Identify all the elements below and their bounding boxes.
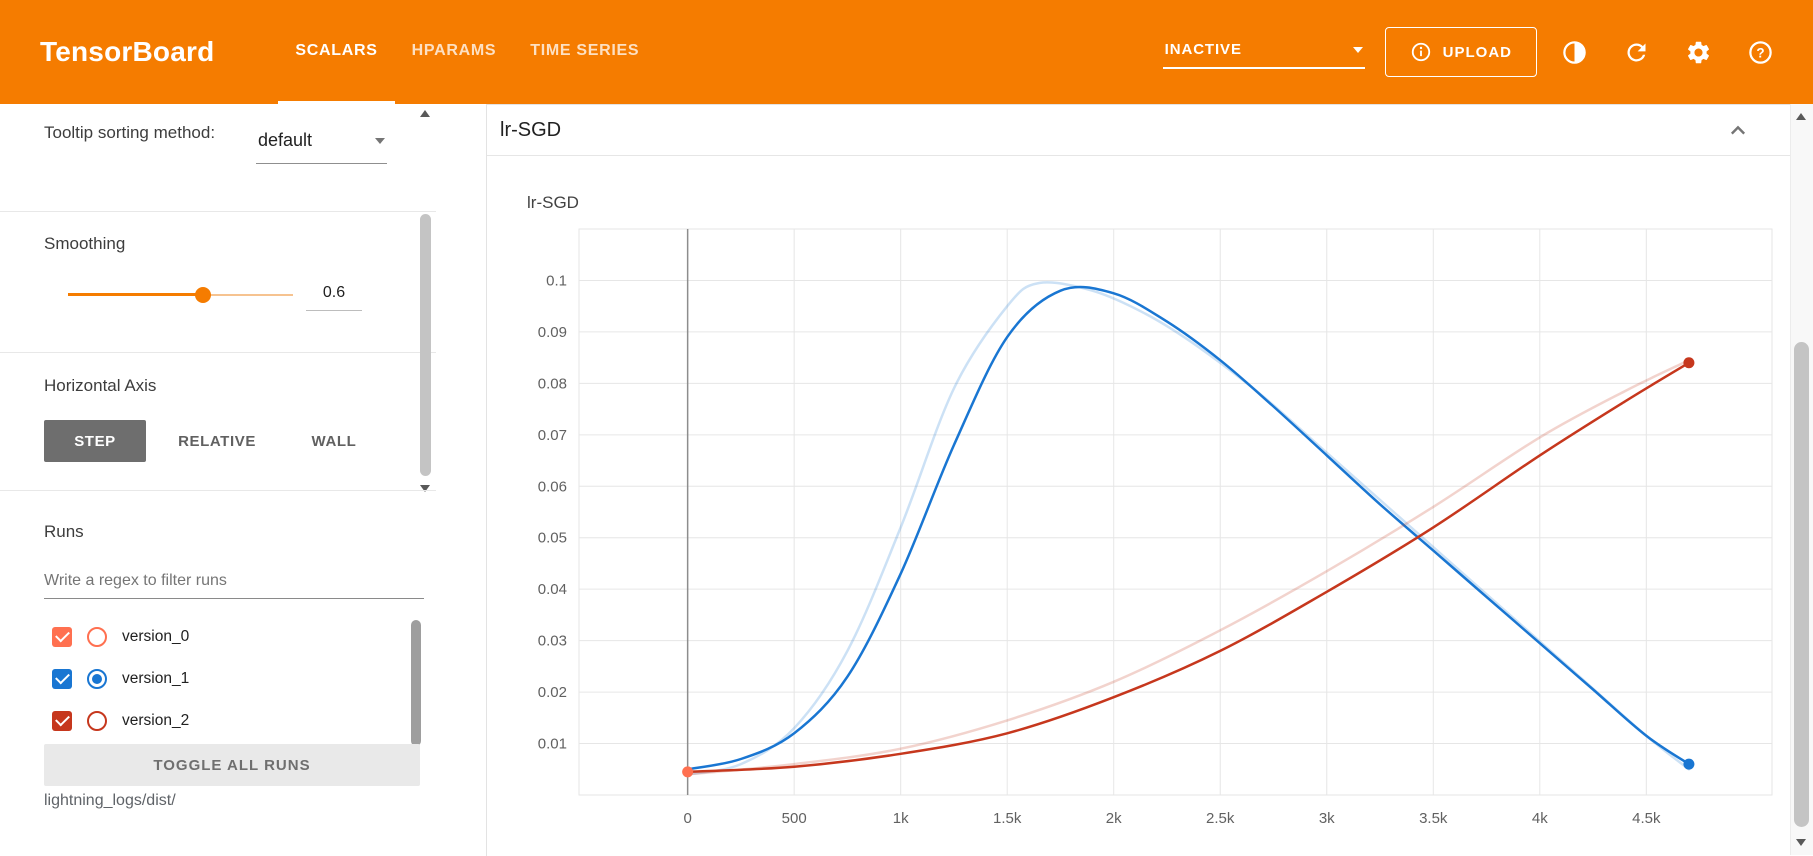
card-header: lr-SGD: [487, 105, 1792, 156]
card-title: lr-SGD: [500, 118, 562, 141]
svg-text:0.06: 0.06: [538, 478, 567, 495]
tab-scalars[interactable]: SCALARS: [278, 0, 395, 104]
axis-wall-button[interactable]: WALL: [298, 420, 370, 462]
svg-text:0.09: 0.09: [538, 324, 567, 341]
svg-text:2k: 2k: [1106, 810, 1122, 827]
app-header: TensorBoard SCALARS HPARAMS TIME SERIES …: [0, 0, 1813, 104]
tooltip-sorting-select[interactable]: default: [256, 128, 387, 164]
check-icon: [55, 711, 70, 727]
settings-sidebar: Tooltip sorting method: default Smoothin…: [0, 104, 440, 855]
divider: [0, 211, 436, 212]
app-title: TensorBoard: [40, 36, 215, 67]
divider: [0, 352, 436, 353]
smoothing-slider-thumb[interactable]: [195, 287, 211, 303]
lr-sgd-chart[interactable]: 0.01 0.02 0.03 0.04 0.05 0.06 0.07 0.08 0.09 0.1 0…: [501, 221, 1786, 836]
run-radio[interactable]: [87, 711, 107, 731]
chevron-up-icon: [1725, 117, 1751, 143]
svg-text:0.08: 0.08: [538, 375, 567, 392]
svg-text:0.07: 0.07: [538, 427, 567, 444]
main-tabs: SCALARS HPARAMS TIME SERIES: [278, 0, 656, 104]
scrollbar-thumb[interactable]: [1794, 342, 1809, 827]
slider-fill: [68, 293, 203, 296]
run-checkbox[interactable]: [52, 711, 72, 731]
scroll-up-arrow[interactable]: [1796, 113, 1806, 120]
axis-relative-button[interactable]: RELATIVE: [164, 420, 270, 462]
chart-canvas: 0.01 0.02 0.03 0.04 0.05 0.06 0.07 0.08 0.09 0.1 0…: [538, 228, 1773, 827]
help-button[interactable]: ?: [1735, 27, 1785, 77]
svg-text:0.05: 0.05: [538, 530, 567, 547]
svg-text:0.1: 0.1: [546, 272, 567, 289]
horizontal-axis-label: Horizontal Axis: [44, 376, 157, 395]
tab-hparams[interactable]: HPARAMS: [411, 41, 497, 59]
run-checkbox[interactable]: [52, 627, 72, 647]
refresh-icon: [1623, 39, 1650, 66]
check-icon: [55, 669, 70, 685]
upload-label: UPLOAD: [1442, 43, 1512, 61]
sidebar-scrollbar[interactable]: [418, 110, 433, 492]
smoothing-label: Smoothing: [44, 234, 126, 253]
scrollbar-thumb[interactable]: [411, 620, 421, 746]
svg-text:0: 0: [683, 810, 691, 827]
help-icon: ?: [1747, 39, 1774, 66]
chevron-down-icon: [375, 137, 385, 144]
theme-toggle-button[interactable]: [1549, 27, 1599, 77]
toggle-all-runs-button[interactable]: TOGGLE ALL RUNS: [44, 744, 420, 786]
svg-text:4.5k: 4.5k: [1632, 810, 1661, 827]
page-scrollbar[interactable]: [1790, 104, 1813, 855]
run-row-version-0[interactable]: version_0: [52, 616, 392, 658]
info-icon: [1410, 41, 1432, 63]
chevron-down-icon: [1352, 46, 1363, 53]
scroll-down-arrow[interactable]: [420, 485, 430, 492]
svg-text:2.5k: 2.5k: [1206, 810, 1235, 827]
svg-text:0.02: 0.02: [538, 684, 567, 701]
tooltip-sorting-value: default: [258, 130, 313, 150]
svg-text:4k: 4k: [1532, 810, 1548, 827]
svg-text:0.04: 0.04: [538, 581, 567, 598]
svg-text:?: ?: [1756, 45, 1764, 60]
radio-dot: [92, 674, 102, 684]
smoothing-slider[interactable]: [68, 287, 293, 303]
svg-text:500: 500: [782, 810, 807, 827]
tooltip-sorting-label: Tooltip sorting method:: [44, 123, 216, 142]
runs-scrollbar[interactable]: [409, 612, 423, 856]
run-name: version_1: [122, 670, 190, 687]
run-checkbox[interactable]: [52, 669, 72, 689]
header-actions: INACTIVE UPLOAD: [1162, 0, 1813, 104]
svg-text:3k: 3k: [1319, 810, 1335, 827]
run-name: version_2: [122, 712, 190, 729]
refresh-button[interactable]: [1611, 27, 1661, 77]
divider: [0, 490, 436, 491]
axis-step-button[interactable]: STEP: [44, 420, 146, 462]
svg-text:1k: 1k: [893, 810, 909, 827]
settings-button[interactable]: [1673, 27, 1723, 77]
collapse-card-button[interactable]: [1718, 110, 1758, 150]
run-radio[interactable]: [87, 669, 107, 689]
run-radio[interactable]: [87, 627, 107, 647]
gear-icon: [1685, 39, 1712, 66]
scrollbar-thumb[interactable]: [420, 214, 431, 476]
log-directory-path: lightning_logs/dist/: [44, 792, 176, 809]
scroll-down-arrow[interactable]: [1796, 839, 1806, 846]
svg-text:0.03: 0.03: [538, 633, 567, 650]
svg-text:1.5k: 1.5k: [993, 810, 1022, 827]
run-name: version_0: [122, 628, 190, 645]
run-row-version-1[interactable]: version_1: [52, 658, 392, 700]
contrast-icon: [1561, 39, 1588, 66]
runs-section-label: Runs: [44, 522, 84, 541]
tab-time-series[interactable]: TIME SERIES: [530, 41, 640, 59]
experiment-status-dropdown[interactable]: INACTIVE: [1162, 35, 1365, 69]
runs-filter-input[interactable]: [44, 564, 424, 599]
svg-text:0.01: 0.01: [538, 736, 567, 753]
scroll-up-arrow[interactable]: [420, 110, 430, 117]
svg-text:3.5k: 3.5k: [1419, 810, 1448, 827]
scalar-card-lr-sgd: lr-SGD lr-SGD 0.01 0.02 0.03 0.04 0.05 0.06 0.…: [486, 104, 1792, 856]
status-label: INACTIVE: [1164, 41, 1242, 58]
upload-button[interactable]: UPLOAD: [1384, 27, 1537, 77]
check-icon: [55, 627, 70, 643]
smoothing-value-field[interactable]: 0.6: [306, 276, 362, 311]
chart-title: lr-SGD: [527, 193, 579, 212]
run-row-version-2[interactable]: version_2: [52, 700, 392, 742]
